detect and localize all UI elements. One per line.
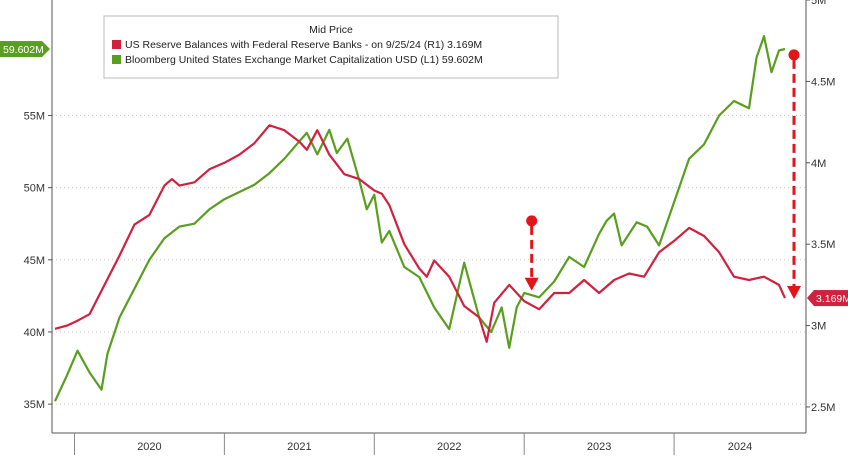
- x-tick-label: 2023: [587, 441, 611, 453]
- x-tick-label: 2020: [137, 441, 161, 453]
- legend: Mid Price US Reserve Balances with Federa…: [103, 15, 559, 79]
- right-tick-label: 3.5M: [811, 239, 835, 251]
- series-layer: [54, 34, 787, 402]
- left-tick-label: 40M: [24, 327, 45, 339]
- annotation-layer: [524, 49, 802, 300]
- grid: [52, 114, 806, 405]
- right-last-value-badge: [814, 290, 848, 307]
- series-line-mktcap: [54, 34, 786, 402]
- legend-box: [103, 15, 559, 79]
- right-tick-label: 4.5M: [811, 76, 835, 88]
- right-tick-label: 5M: [811, 0, 826, 7]
- legend-swatch: [112, 55, 121, 64]
- legend-entry-mktcap: Bloomberg United States Exchange Market …: [125, 54, 483, 66]
- legend-entry-reserves: US Reserve Balances with Federal Reserve…: [125, 39, 482, 51]
- annotation-dot: [526, 215, 538, 227]
- right-tick-label: 3M: [811, 321, 826, 333]
- left-tick-label: 50M: [24, 183, 45, 195]
- right-tick-label: 2.5M: [811, 402, 835, 414]
- annotation-arrowhead: [787, 286, 802, 300]
- annotation-dot: [788, 49, 800, 61]
- left-tick-label: 35M: [24, 399, 45, 411]
- left-tick-label: 55M: [24, 110, 45, 122]
- series-line-reserves: [54, 124, 787, 343]
- x-tick-label: 2024: [728, 441, 752, 453]
- right-tick-label: 4M: [811, 158, 826, 170]
- x-tick-label: 2022: [437, 441, 461, 453]
- right-last-value-pointer: [807, 290, 814, 307]
- annotation-arrowhead: [524, 277, 539, 291]
- right-last-value-label: 3.169M: [816, 293, 848, 305]
- left-last-value-badge: [0, 41, 42, 58]
- x-tick-label: 2021: [287, 441, 311, 453]
- left-last-value-pointer: [42, 41, 50, 58]
- legend-swatch: [112, 40, 121, 49]
- left-tick-label: 45M: [24, 255, 45, 267]
- left-last-value-label: 59.602M: [3, 44, 44, 56]
- legend-title: Mid Price: [309, 24, 353, 36]
